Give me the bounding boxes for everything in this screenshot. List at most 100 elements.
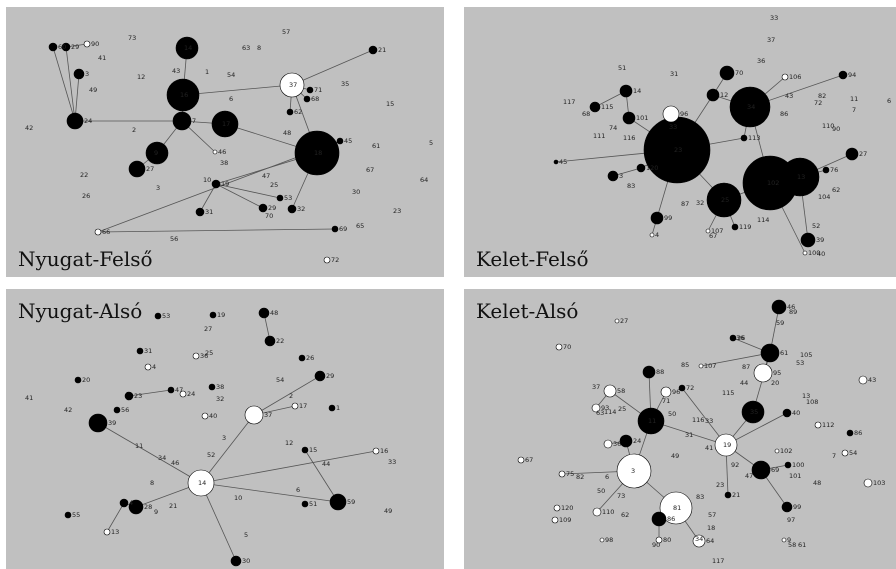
- node-label: 54: [849, 449, 857, 457]
- graph-node: [599, 537, 605, 543]
- node-label: 116: [692, 416, 704, 424]
- node-label: 9: [154, 508, 158, 516]
- node-label: 85: [681, 361, 689, 369]
- graph-node: [592, 507, 602, 517]
- node-label: 62: [832, 186, 840, 194]
- graph-node: [706, 182, 742, 218]
- node-label: 24: [187, 390, 195, 398]
- node-label: 24: [633, 437, 641, 445]
- node-label: 71: [314, 86, 322, 94]
- node-label: 70: [563, 343, 571, 351]
- graph-node: [195, 207, 205, 217]
- node-label: 25: [270, 181, 278, 189]
- node-label: 29: [326, 372, 334, 380]
- graph-node: [619, 434, 633, 448]
- node-label: 37: [592, 383, 600, 391]
- graph-node: [48, 42, 58, 52]
- node-label: 37: [264, 411, 272, 419]
- graph-node: [692, 534, 706, 548]
- graph-node: [154, 312, 162, 320]
- node-label: 23: [674, 146, 682, 154]
- graph-node: [650, 211, 664, 225]
- node-label: 19: [723, 441, 731, 449]
- graph-node: [714, 433, 738, 457]
- node-label: 120: [561, 504, 573, 512]
- node-label: 89: [789, 308, 797, 316]
- graph-node: [211, 110, 239, 138]
- node-label: 23: [393, 207, 401, 215]
- node-label: 4: [655, 231, 659, 239]
- node-label: 88: [656, 368, 664, 376]
- graph-node: [124, 391, 134, 401]
- graph-node: [622, 111, 636, 125]
- graph-node: [145, 141, 169, 165]
- graph-node: [649, 232, 655, 238]
- node-label: 6: [605, 473, 609, 481]
- graph-node: [678, 384, 686, 392]
- graph-node: [328, 404, 336, 412]
- graph-node: [651, 511, 667, 527]
- graph-node: [771, 299, 787, 315]
- graph-edge: [681, 387, 727, 446]
- node-label: 42: [25, 124, 33, 132]
- node-label: 40: [792, 409, 800, 417]
- node-label: 31: [205, 208, 213, 216]
- graph-node: [781, 537, 787, 543]
- node-label: 48: [270, 309, 278, 317]
- node-label: 41: [98, 54, 106, 62]
- graph-node: [607, 170, 619, 182]
- node-label: 96: [680, 110, 688, 118]
- node-label: 32: [696, 199, 704, 207]
- graph-node: [780, 157, 820, 197]
- graph-node: [841, 449, 849, 457]
- node-label: 93: [601, 404, 609, 412]
- node-label: 19: [217, 311, 225, 319]
- node-label: 33: [388, 458, 396, 466]
- node-label: 63: [242, 44, 250, 52]
- node-label: 119: [739, 223, 751, 231]
- node-label: 14: [198, 479, 206, 487]
- node-label: 69: [771, 466, 779, 474]
- node-label: 15: [309, 446, 317, 454]
- node-label: 51: [618, 64, 626, 72]
- graph-node: [589, 101, 601, 113]
- node-label: 80: [663, 536, 671, 544]
- graph-node: [517, 456, 525, 464]
- node-label: 52: [812, 222, 820, 230]
- graph-node: [179, 390, 187, 398]
- node-label: 20: [82, 376, 90, 384]
- node-label: 62: [621, 511, 629, 519]
- graph-node: [636, 163, 646, 173]
- node-label: 114: [757, 216, 769, 224]
- graph-node: [286, 108, 294, 116]
- graph-node: [838, 70, 848, 80]
- node-label: 13: [111, 528, 119, 536]
- node-label: 67: [709, 232, 717, 240]
- graph-node: [61, 42, 71, 52]
- node-label: 25: [721, 196, 729, 204]
- node-label: 36: [613, 440, 621, 448]
- node-label: 1: [336, 404, 340, 412]
- node-label: 29: [71, 43, 79, 51]
- graph-node: [291, 402, 299, 410]
- node-label: 27: [620, 317, 628, 325]
- node-label: 21: [378, 46, 386, 54]
- node-label: 48: [283, 129, 291, 137]
- node-label: 7: [192, 117, 196, 125]
- node-label: 34: [158, 454, 166, 462]
- node-label: 23: [134, 392, 142, 400]
- node-label: 63: [596, 409, 604, 417]
- node-label: 103: [873, 479, 885, 487]
- graph-node: [553, 504, 561, 512]
- node-label: 15: [386, 100, 394, 108]
- graph-node: [279, 72, 305, 98]
- graph-node: [760, 343, 780, 363]
- panel-title: Kelet-Alsó: [476, 299, 579, 323]
- graph-edge: [200, 450, 377, 484]
- node-label: 16: [180, 91, 188, 99]
- graph-node: [94, 228, 102, 236]
- node-label: 102: [767, 179, 779, 187]
- node-label: 81: [673, 504, 681, 512]
